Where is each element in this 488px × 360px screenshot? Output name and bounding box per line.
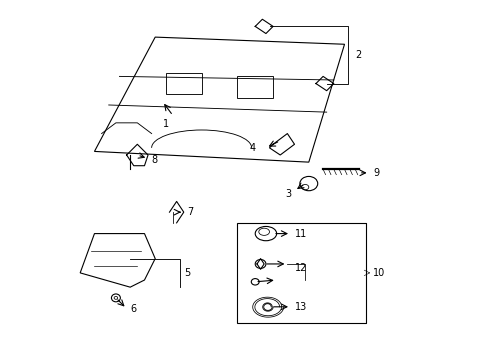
Text: 1: 1 — [163, 119, 169, 129]
Bar — [237, 76, 272, 98]
Text: 9: 9 — [372, 168, 379, 178]
Bar — [165, 73, 201, 94]
Text: 4: 4 — [248, 143, 255, 153]
Text: 10: 10 — [372, 268, 385, 278]
Bar — [237, 223, 365, 323]
Text: 3: 3 — [284, 189, 290, 199]
Text: 5: 5 — [183, 268, 190, 278]
Text: 11: 11 — [294, 229, 306, 239]
Text: 8: 8 — [151, 155, 158, 165]
Text: 2: 2 — [354, 50, 361, 60]
Text: 12: 12 — [294, 262, 306, 273]
Text: 7: 7 — [187, 207, 193, 217]
Text: 13: 13 — [294, 302, 306, 312]
Text: 6: 6 — [130, 303, 136, 314]
